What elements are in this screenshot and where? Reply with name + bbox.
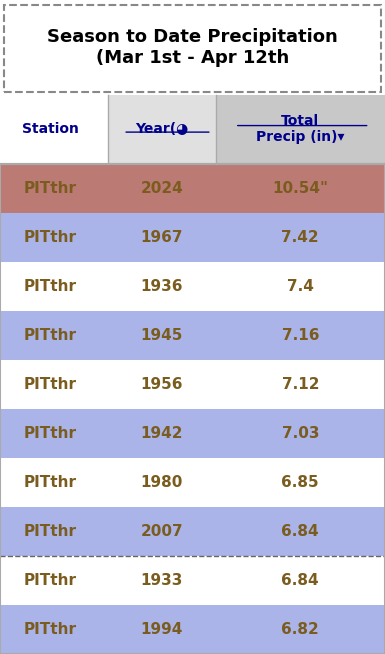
Bar bbox=[0, 311, 385, 360]
Text: PITthr: PITthr bbox=[23, 230, 77, 245]
Text: PITthr: PITthr bbox=[23, 426, 77, 441]
Text: 1936: 1936 bbox=[141, 279, 183, 294]
Text: 10.54": 10.54" bbox=[272, 181, 328, 196]
Text: 1994: 1994 bbox=[141, 622, 183, 637]
Text: 6.82: 6.82 bbox=[281, 622, 319, 637]
Text: PITthr: PITthr bbox=[23, 622, 77, 637]
Bar bbox=[0, 458, 385, 507]
Text: 1945: 1945 bbox=[141, 328, 183, 343]
Text: 1967: 1967 bbox=[141, 230, 183, 245]
Text: PITthr: PITthr bbox=[23, 279, 77, 294]
Text: Season to Date Precipitation
(Mar 1st - Apr 12th: Season to Date Precipitation (Mar 1st - … bbox=[47, 28, 338, 67]
Text: PITthr: PITthr bbox=[23, 573, 77, 588]
Text: 7.12: 7.12 bbox=[281, 377, 319, 392]
Text: 2007: 2007 bbox=[141, 524, 183, 539]
Text: 6.85: 6.85 bbox=[281, 475, 319, 490]
Text: 7.03: 7.03 bbox=[281, 426, 319, 441]
Bar bbox=[0, 164, 385, 213]
Text: Station: Station bbox=[22, 122, 79, 136]
Text: PITthr: PITthr bbox=[23, 328, 77, 343]
Text: Year(◕: Year(◕ bbox=[135, 122, 188, 136]
Text: PITthr: PITthr bbox=[23, 524, 77, 539]
Text: Total
Precip (in)▾: Total Precip (in)▾ bbox=[256, 114, 345, 145]
Text: 1956: 1956 bbox=[141, 377, 183, 392]
Text: 6.84: 6.84 bbox=[281, 524, 319, 539]
Bar bbox=[0, 213, 385, 262]
Text: 1980: 1980 bbox=[141, 475, 183, 490]
Text: PITthr: PITthr bbox=[23, 475, 77, 490]
Bar bbox=[0, 360, 385, 409]
Text: 7.16: 7.16 bbox=[281, 328, 319, 343]
Bar bbox=[0, 409, 385, 458]
Text: 1942: 1942 bbox=[141, 426, 183, 441]
Text: 1933: 1933 bbox=[141, 573, 183, 588]
Text: PITthr: PITthr bbox=[23, 377, 77, 392]
Bar bbox=[0, 556, 385, 605]
Bar bbox=[0, 262, 385, 311]
Bar bbox=[0, 605, 385, 654]
Text: 7.42: 7.42 bbox=[281, 230, 319, 245]
Text: PITthr: PITthr bbox=[23, 181, 77, 196]
Text: 7.4: 7.4 bbox=[287, 279, 314, 294]
Bar bbox=[0, 507, 385, 556]
Text: 2024: 2024 bbox=[140, 181, 183, 196]
Text: 6.84: 6.84 bbox=[281, 573, 319, 588]
